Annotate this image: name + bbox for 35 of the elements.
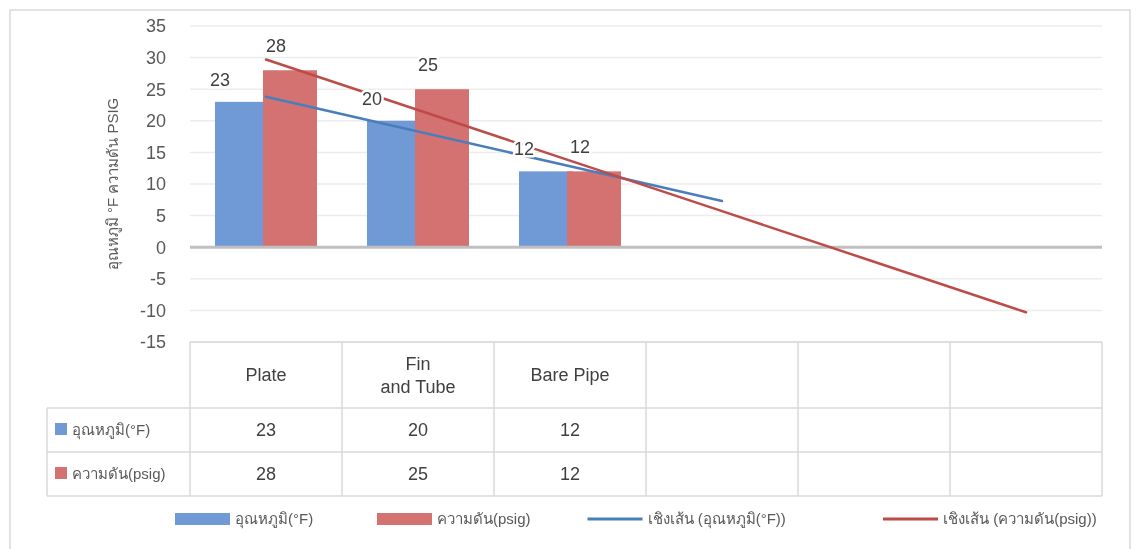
legend-label: อุณหภูมิ(°F) — [72, 421, 151, 441]
y-tick-label: 35 — [145, 16, 166, 37]
y-axis-title: อุณหภูมิ °F ความดัน PSIG — [104, 97, 123, 271]
text: ความดัน(psig) — [437, 510, 531, 528]
data-label: 12 — [559, 420, 581, 441]
y-tick-label: 10 — [145, 174, 166, 195]
y-tick-label: 30 — [145, 47, 166, 68]
legend-label: เชิงเส้น (ความดัน(psig)) — [943, 510, 1097, 528]
y-tick-label: 0 — [155, 237, 166, 258]
y-tick-label: 20 — [145, 111, 166, 132]
data-label: 20 — [407, 420, 429, 441]
text: 25 — [417, 55, 439, 76]
data-label: 28 — [255, 464, 277, 485]
data-label: 12 — [559, 464, 581, 485]
data-label: 25 — [407, 464, 429, 485]
legend-label: เชิงเส้น (อุณหภูมิ(°F)) — [647, 510, 786, 530]
bar — [415, 89, 469, 248]
text: 28 — [265, 36, 287, 57]
text: 23 — [209, 69, 231, 90]
y-tick-label: 15 — [145, 142, 166, 163]
x-tick-label: Bare Pipe — [530, 365, 610, 386]
y-tick-label: -10 — [139, 300, 166, 321]
bar — [263, 70, 317, 248]
y-tick-label: 5 — [155, 205, 166, 226]
data-label: 23 — [255, 420, 277, 441]
x-tick-label: Plate — [245, 365, 287, 386]
y-tick-label: 25 — [145, 79, 166, 100]
y-tick-label: -15 — [139, 332, 166, 353]
line-series — [264, 58, 1028, 314]
x-tick-label: Fin and Tube — [380, 354, 456, 398]
bar — [567, 171, 621, 248]
legend-label: ความดัน(psig) — [72, 465, 166, 483]
text: 12 — [569, 137, 591, 158]
y-tick-label: -5 — [149, 269, 166, 290]
text: อุณหภูมิ(°F) — [235, 510, 314, 528]
